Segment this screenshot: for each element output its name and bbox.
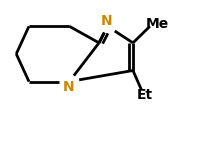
Text: N: N	[101, 14, 112, 28]
Text: Et: Et	[137, 88, 153, 102]
Text: Me: Me	[146, 16, 169, 30]
Text: N: N	[62, 80, 74, 94]
